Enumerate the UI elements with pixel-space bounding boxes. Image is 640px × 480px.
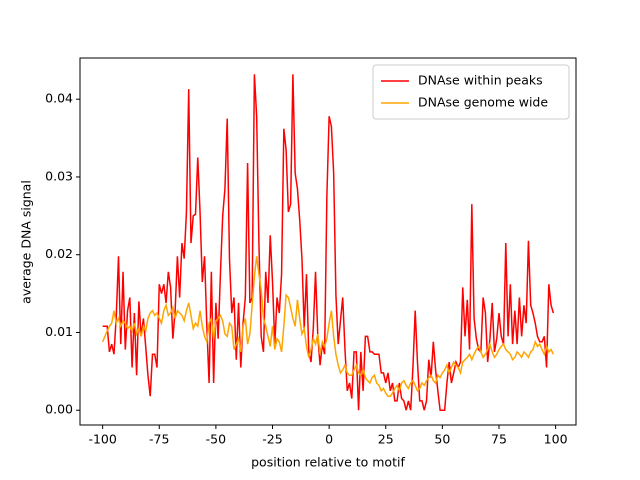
legend-label: DNAse genome wide	[418, 95, 548, 110]
x-tick-label: -100	[88, 432, 116, 447]
legend-label: DNAse within peaks	[418, 73, 543, 88]
y-tick-label: 0.01	[45, 324, 73, 339]
y-tick-label: 0.03	[45, 168, 73, 183]
y-tick-label: 0.02	[45, 246, 73, 261]
x-tick-label: -50	[206, 432, 226, 447]
x-tick-label: 75	[491, 432, 507, 447]
x-tick-label: -25	[262, 432, 282, 447]
x-tick-label: 0	[325, 432, 333, 447]
plot-frame	[79, 57, 577, 426]
x-axis-label: position relative to motif	[251, 455, 405, 470]
y-tick-label: 0.00	[45, 402, 73, 417]
x-tick-label: -75	[149, 432, 169, 447]
x-tick-label: 50	[434, 432, 450, 447]
y-axis-label: average DNA signal	[19, 180, 34, 304]
x-tick-label: 100	[544, 432, 568, 447]
y-tick-label: 0.04	[45, 91, 73, 106]
x-tick-label: 25	[378, 432, 394, 447]
legend-box	[372, 64, 570, 120]
data-line	[101, 256, 555, 397]
